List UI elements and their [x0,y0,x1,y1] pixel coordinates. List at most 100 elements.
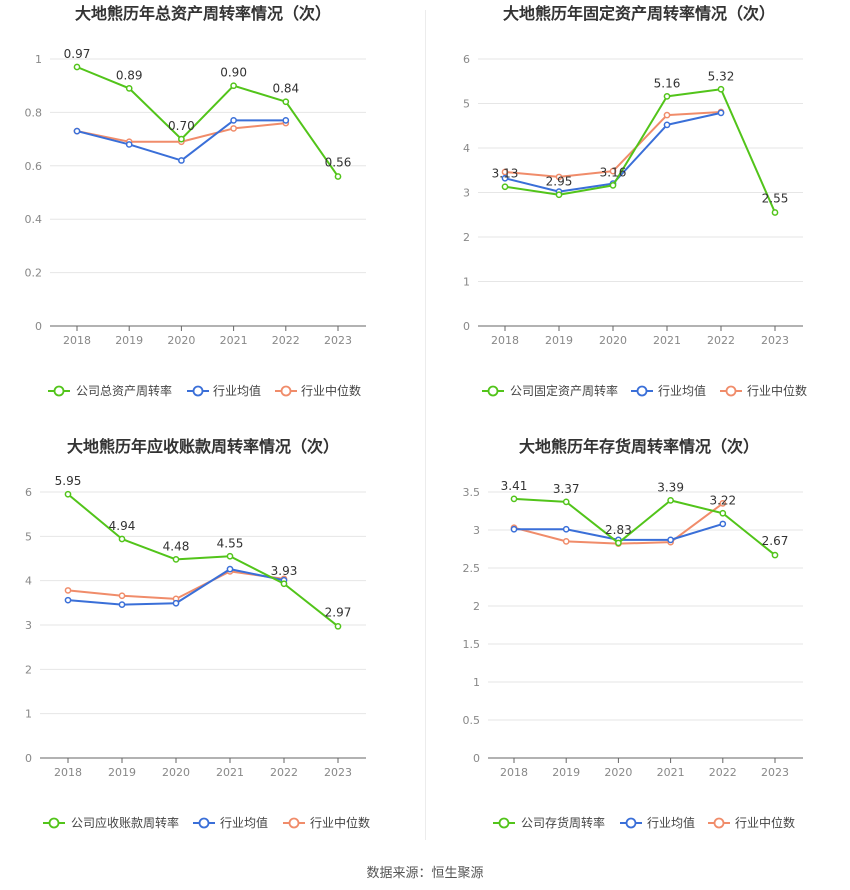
chart-title: 大地熊历年应收账款周转率情况（次） [67,437,339,456]
y-tick-label: 5 [25,530,32,543]
x-tick-label: 2020 [167,334,195,347]
data-point-company [555,191,563,199]
data-label: 5.95 [55,474,82,488]
data-point-avg [178,157,185,164]
y-tick-label: 0.5 [463,714,481,727]
y-tick-label: 6 [463,53,470,66]
legend-item-company[interactable]: 公司应收账款周转率 [43,815,179,830]
y-tick-label: 0 [463,320,470,333]
data-point-avg [282,117,290,124]
data-label: 3.93 [271,564,298,578]
x-tick-label: 2021 [216,766,244,779]
chart-panel-4: 大地熊历年存货周转率情况（次） 0 0.5 1 1.5 2 2.5 3 3.5 2018 2019 2… [463,437,803,830]
data-label: 2.83 [605,523,632,537]
legend-label: 公司总资产周转率 [76,383,172,398]
x-tick-label: 2020 [599,334,627,347]
legend-item-median[interactable]: 行业中位数 [720,383,807,398]
legend-item-company[interactable]: 公司存货周转率 [493,815,605,830]
legend-marker [636,385,648,397]
data-label: 3.41 [501,479,528,493]
data-point-avg [667,536,674,544]
legend-item-company[interactable]: 公司总资产周转率 [48,383,172,398]
data-point-company [334,622,342,630]
data-point-median [118,592,126,600]
data-point-company [501,183,509,191]
y-tick-label: 6 [25,486,32,499]
x-tick-label: 2021 [657,766,685,779]
legend-label: 公司存货周转率 [521,815,605,830]
data-point-avg [719,520,727,528]
series-line-company [513,497,776,556]
data-point-avg [172,599,180,607]
y-tick-label: 2 [25,663,32,676]
legend-marker [725,385,737,397]
y-tick-label: 0.8 [25,106,43,119]
data-point-median [64,587,72,594]
legend-item-company[interactable]: 公司固定资产周转率 [482,383,618,398]
data-point-company [118,535,126,543]
x-tick-label: 2018 [54,766,82,779]
x-tick-label: 2022 [709,766,737,779]
legend-item-median[interactable]: 行业中位数 [283,815,370,830]
x-tick-label: 2022 [707,334,735,347]
x-tick-label: 2019 [545,334,573,347]
legend-marker [192,385,204,397]
data-source-label: 数据来源：恒生聚源 [366,866,484,881]
x-tick-label: 2019 [115,334,143,347]
data-label: 4.55 [217,536,244,550]
legend-item-median[interactable]: 行业中位数 [708,815,795,830]
legend-label: 行业中位数 [747,383,807,398]
data-point-company [178,135,185,143]
data-label: 2.95 [546,175,573,189]
x-tick-label: 2018 [63,334,91,347]
chart-title: 大地熊历年总资产周转率情况（次） [75,4,331,23]
data-point-company [334,173,342,180]
data-label: 0.90 [220,66,247,80]
data-point-company [771,209,779,216]
data-point-avg [230,117,237,124]
data-point-company [663,93,671,100]
x-tick-label: 2023 [761,766,789,779]
x-tick-label: 2018 [500,766,528,779]
legend-label: 行业均值 [213,383,261,398]
legend-item-avg[interactable]: 行业均值 [620,815,695,830]
legend-marker [625,817,637,829]
x-tick-label: 2019 [552,766,580,779]
x-tick-label: 2021 [220,334,248,347]
series-line-avg [504,111,722,193]
chart-panel-3: 大地熊历年应收账款周转率情况（次） 0 1 2 3 4 5 6 2018 2019 2020 2021… [25,437,370,830]
chart-title: 大地熊历年固定资产周转率情况（次） [503,4,775,23]
data-label: 3.22 [709,493,736,507]
legend-item-avg[interactable]: 行业均值 [193,815,268,830]
data-point-company [172,556,180,563]
data-point-median [555,173,563,181]
data-label: 4.48 [163,539,190,553]
data-point-company [667,497,674,504]
data-label: 0.97 [64,47,91,61]
series-line-company [67,493,339,628]
y-tick-label: 2.5 [463,562,481,575]
data-point-median [609,167,617,175]
data-point-median [501,168,509,176]
data-label: 0.89 [116,68,143,82]
data-point-avg [118,601,126,608]
data-point-company [230,82,237,90]
data-point-company [226,552,234,560]
legend-marker [48,817,60,829]
data-label: 3.37 [553,482,580,496]
y-tick-label: 2 [463,231,470,244]
data-point-avg [125,141,133,148]
y-tick-label: 1 [473,676,480,689]
legend-item-avg[interactable]: 行业均值 [631,383,706,398]
legend-item-median[interactable]: 行业中位数 [275,383,361,398]
data-point-company [282,98,290,106]
legend-label: 行业中位数 [735,815,795,830]
data-label: 2.67 [762,534,789,548]
legend-label: 行业中位数 [310,815,370,830]
legend-item-avg[interactable]: 行业均值 [187,383,261,398]
data-point-avg [226,565,234,573]
data-point-company [125,85,133,92]
legend-label: 公司固定资产周转率 [510,383,618,398]
y-tick-label: 3.5 [463,486,481,499]
y-tick-label: 0 [25,752,32,765]
